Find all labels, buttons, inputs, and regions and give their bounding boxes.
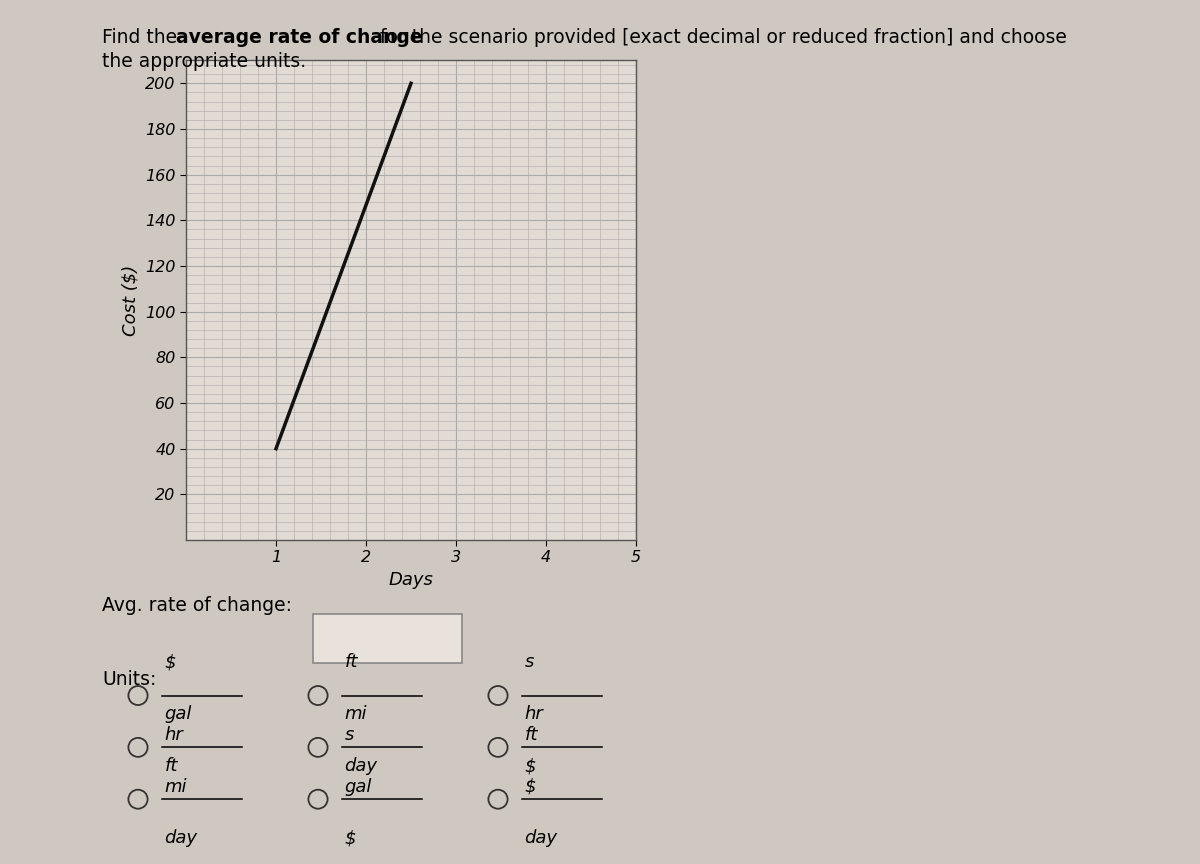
Text: day: day [164, 829, 197, 848]
Text: for the scenario provided [exact decimal or reduced fraction] and choose: for the scenario provided [exact decimal… [374, 28, 1067, 47]
Text: hr: hr [524, 705, 544, 723]
Text: Units:: Units: [102, 670, 156, 689]
Text: ft: ft [164, 757, 178, 775]
Text: s: s [524, 653, 534, 671]
Text: day: day [344, 757, 378, 775]
Text: $: $ [344, 829, 356, 848]
Text: $: $ [164, 653, 176, 671]
Text: ft: ft [524, 726, 538, 744]
Text: gal: gal [164, 705, 192, 723]
Text: $: $ [524, 757, 536, 775]
Text: $: $ [524, 778, 536, 796]
Text: day: day [524, 829, 557, 848]
X-axis label: Days: Days [389, 571, 433, 589]
Text: average rate of change: average rate of change [176, 28, 424, 47]
Text: Find the: Find the [102, 28, 184, 47]
Text: s: s [344, 726, 354, 744]
Text: ft: ft [344, 653, 358, 671]
Text: Avg. rate of change:: Avg. rate of change: [102, 596, 292, 615]
Y-axis label: Cost ($): Cost ($) [121, 264, 139, 336]
Text: the appropriate units.: the appropriate units. [102, 52, 306, 71]
Text: hr: hr [164, 726, 184, 744]
Text: gal: gal [344, 778, 372, 796]
Text: mi: mi [164, 778, 187, 796]
Text: mi: mi [344, 705, 367, 723]
